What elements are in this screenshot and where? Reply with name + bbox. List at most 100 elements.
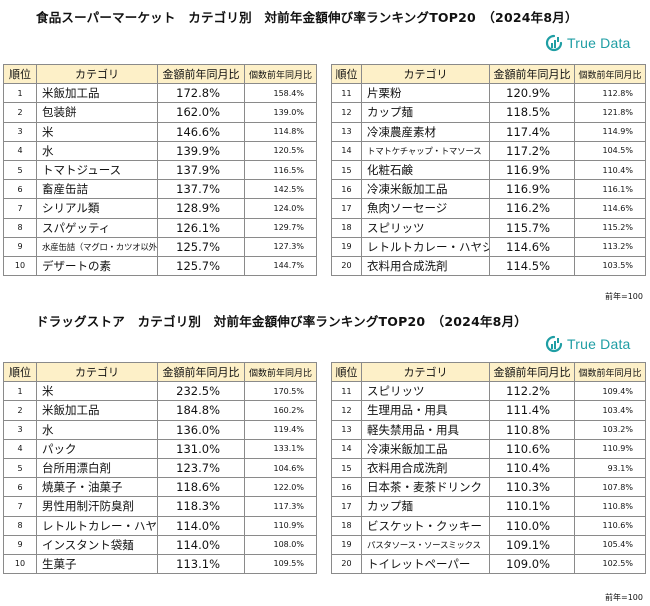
amount-yoy-cell: 114.5% — [489, 255, 575, 277]
category-cell: 化粧石鹸 — [361, 159, 490, 181]
category-cell: インスタント袋麺 — [36, 534, 158, 555]
category-cell: 軽失禁用品・用具 — [361, 419, 490, 440]
amount-yoy-cell: 128.9% — [157, 198, 245, 219]
count-yoy-cell: 107.8% — [574, 477, 646, 498]
rank-cell: 1 — [3, 83, 37, 104]
rank-cell: 2 — [3, 102, 37, 123]
amount-yoy-cell: 110.0% — [489, 515, 575, 536]
table-row: 17 魚肉ソーセージ 116.2% 114.6% — [331, 198, 646, 219]
amount-yoy-cell: 114.0% — [157, 534, 245, 555]
category-cell: 米飯加工品 — [36, 83, 158, 104]
amount-yoy-cell: 111.4% — [489, 400, 575, 421]
category-cell: 冷凍農産素材 — [361, 121, 490, 142]
rank-cell: 20 — [331, 255, 362, 277]
amount-yoy-cell: 114.0% — [157, 515, 245, 536]
category-cell: 包装餅 — [36, 102, 158, 123]
count-yoy-cell: 116.1% — [574, 179, 646, 200]
header-rank: 順位 — [3, 361, 37, 383]
truedata-logo: True Data — [545, 335, 631, 353]
count-yoy-cell: 110.4% — [574, 159, 646, 181]
table-row: 18 スピリッツ 115.7% 115.2% — [331, 217, 646, 238]
rank-cell: 19 — [331, 534, 362, 555]
table-header-row: 順位 カテゴリ 金額前年同月比 個数前年同月比 — [3, 361, 317, 383]
rank-cell: 7 — [3, 496, 37, 517]
header-category: カテゴリ — [361, 361, 490, 383]
table-row: 4 パック 131.0% 133.1% — [3, 438, 317, 459]
header-amount-yoy: 金額前年同月比 — [157, 361, 245, 383]
rank-cell: 12 — [331, 102, 362, 123]
amount-yoy-cell: 139.9% — [157, 140, 245, 161]
category-cell: 焼菓子・油菓子 — [36, 477, 158, 498]
category-cell: スピリッツ — [361, 381, 490, 402]
category-cell: 魚肉ソーセージ — [361, 198, 490, 219]
base-note: 前年=100 — [605, 593, 643, 602]
rank-cell: 8 — [3, 515, 37, 536]
count-yoy-cell: 104.6% — [244, 457, 317, 479]
count-yoy-cell: 142.5% — [244, 179, 317, 200]
count-yoy-cell: 170.5% — [244, 381, 317, 402]
truedata-logo: True Data — [545, 34, 631, 52]
category-cell: 畜産缶詰 — [36, 179, 158, 200]
category-cell: トイレットペーパー — [361, 553, 490, 575]
table-row: 12 生理用品・用具 111.4% 103.4% — [331, 400, 646, 421]
amount-yoy-cell: 146.6% — [157, 121, 245, 142]
category-cell: カップ麺 — [361, 496, 490, 517]
rank-cell: 4 — [3, 140, 37, 161]
amount-yoy-cell: 110.4% — [489, 457, 575, 479]
food-super-ranking-right: 順位 カテゴリ 金額前年同月比 個数前年同月比 11 片栗粉 120.9% 112.8… — [331, 63, 646, 277]
count-yoy-cell: 114.9% — [574, 121, 646, 142]
rank-cell: 6 — [3, 477, 37, 498]
table-row: 7 シリアル類 128.9% 124.0% — [3, 198, 317, 219]
category-cell: レトルトカレー・ハヤシ — [36, 515, 158, 536]
amount-yoy-cell: 136.0% — [157, 419, 245, 440]
amount-yoy-cell: 115.7% — [489, 217, 575, 238]
food-super-title: 食品スーパーマーケット カテゴリ別 対前年金額伸び率ランキングTOP20 （20… — [36, 10, 578, 25]
rank-cell: 7 — [3, 198, 37, 219]
table-row: 13 軽失禁用品・用具 110.8% 103.2% — [331, 419, 646, 440]
amount-yoy-cell: 118.3% — [157, 496, 245, 517]
amount-yoy-cell: 110.6% — [489, 438, 575, 459]
truedata-logo-text: True Data — [567, 35, 631, 51]
count-yoy-cell: 102.5% — [574, 553, 646, 575]
category-cell: トマトジュース — [36, 159, 158, 181]
amount-yoy-cell: 112.2% — [489, 381, 575, 402]
truedata-logo-icon — [545, 34, 563, 52]
amount-yoy-cell: 109.1% — [489, 534, 575, 555]
category-cell: シリアル類 — [36, 198, 158, 219]
amount-yoy-cell: 232.5% — [157, 381, 245, 402]
category-cell: 生理用品・用具 — [361, 400, 490, 421]
count-yoy-cell: 160.2% — [244, 400, 317, 421]
count-yoy-cell: 129.7% — [244, 217, 317, 238]
count-yoy-cell: 113.2% — [574, 236, 646, 257]
count-yoy-cell: 114.8% — [244, 121, 317, 142]
table-row: 4 水 139.9% 120.5% — [3, 140, 317, 161]
count-yoy-cell: 93.1% — [574, 457, 646, 479]
category-cell: スパゲッティ — [36, 217, 158, 238]
amount-yoy-cell: 117.4% — [489, 121, 575, 142]
rank-cell: 13 — [331, 121, 362, 142]
count-yoy-cell: 122.0% — [244, 477, 317, 498]
header-rank: 順位 — [331, 361, 362, 383]
rank-cell: 13 — [331, 419, 362, 440]
count-yoy-cell: 112.8% — [574, 83, 646, 104]
amount-yoy-cell: 137.7% — [157, 179, 245, 200]
category-cell: トマトケチャップ・トマソース — [361, 140, 490, 161]
table-row: 5 トマトジュース 137.9% 116.5% — [3, 159, 317, 181]
header-amount-yoy: 金額前年同月比 — [489, 63, 575, 85]
rank-cell: 9 — [3, 534, 37, 555]
header-count-yoy: 個数前年同月比 — [574, 63, 646, 85]
count-yoy-cell: 110.9% — [574, 438, 646, 459]
amount-yoy-cell: 116.9% — [489, 159, 575, 181]
count-yoy-cell: 139.0% — [244, 102, 317, 123]
count-yoy-cell: 144.7% — [244, 255, 317, 277]
category-cell: 生菓子 — [36, 553, 158, 575]
amount-yoy-cell: 131.0% — [157, 438, 245, 459]
amount-yoy-cell: 126.1% — [157, 217, 245, 238]
table-row: 10 デザートの素 125.7% 144.7% — [3, 255, 317, 277]
category-cell: デザートの素 — [36, 255, 158, 277]
table-row: 12 カップ麺 118.5% 121.8% — [331, 102, 646, 123]
table-row: 7 男性用制汗防臭剤 118.3% 117.3% — [3, 496, 317, 517]
header-category: カテゴリ — [36, 361, 158, 383]
amount-yoy-cell: 118.6% — [157, 477, 245, 498]
amount-yoy-cell: 120.9% — [489, 83, 575, 104]
